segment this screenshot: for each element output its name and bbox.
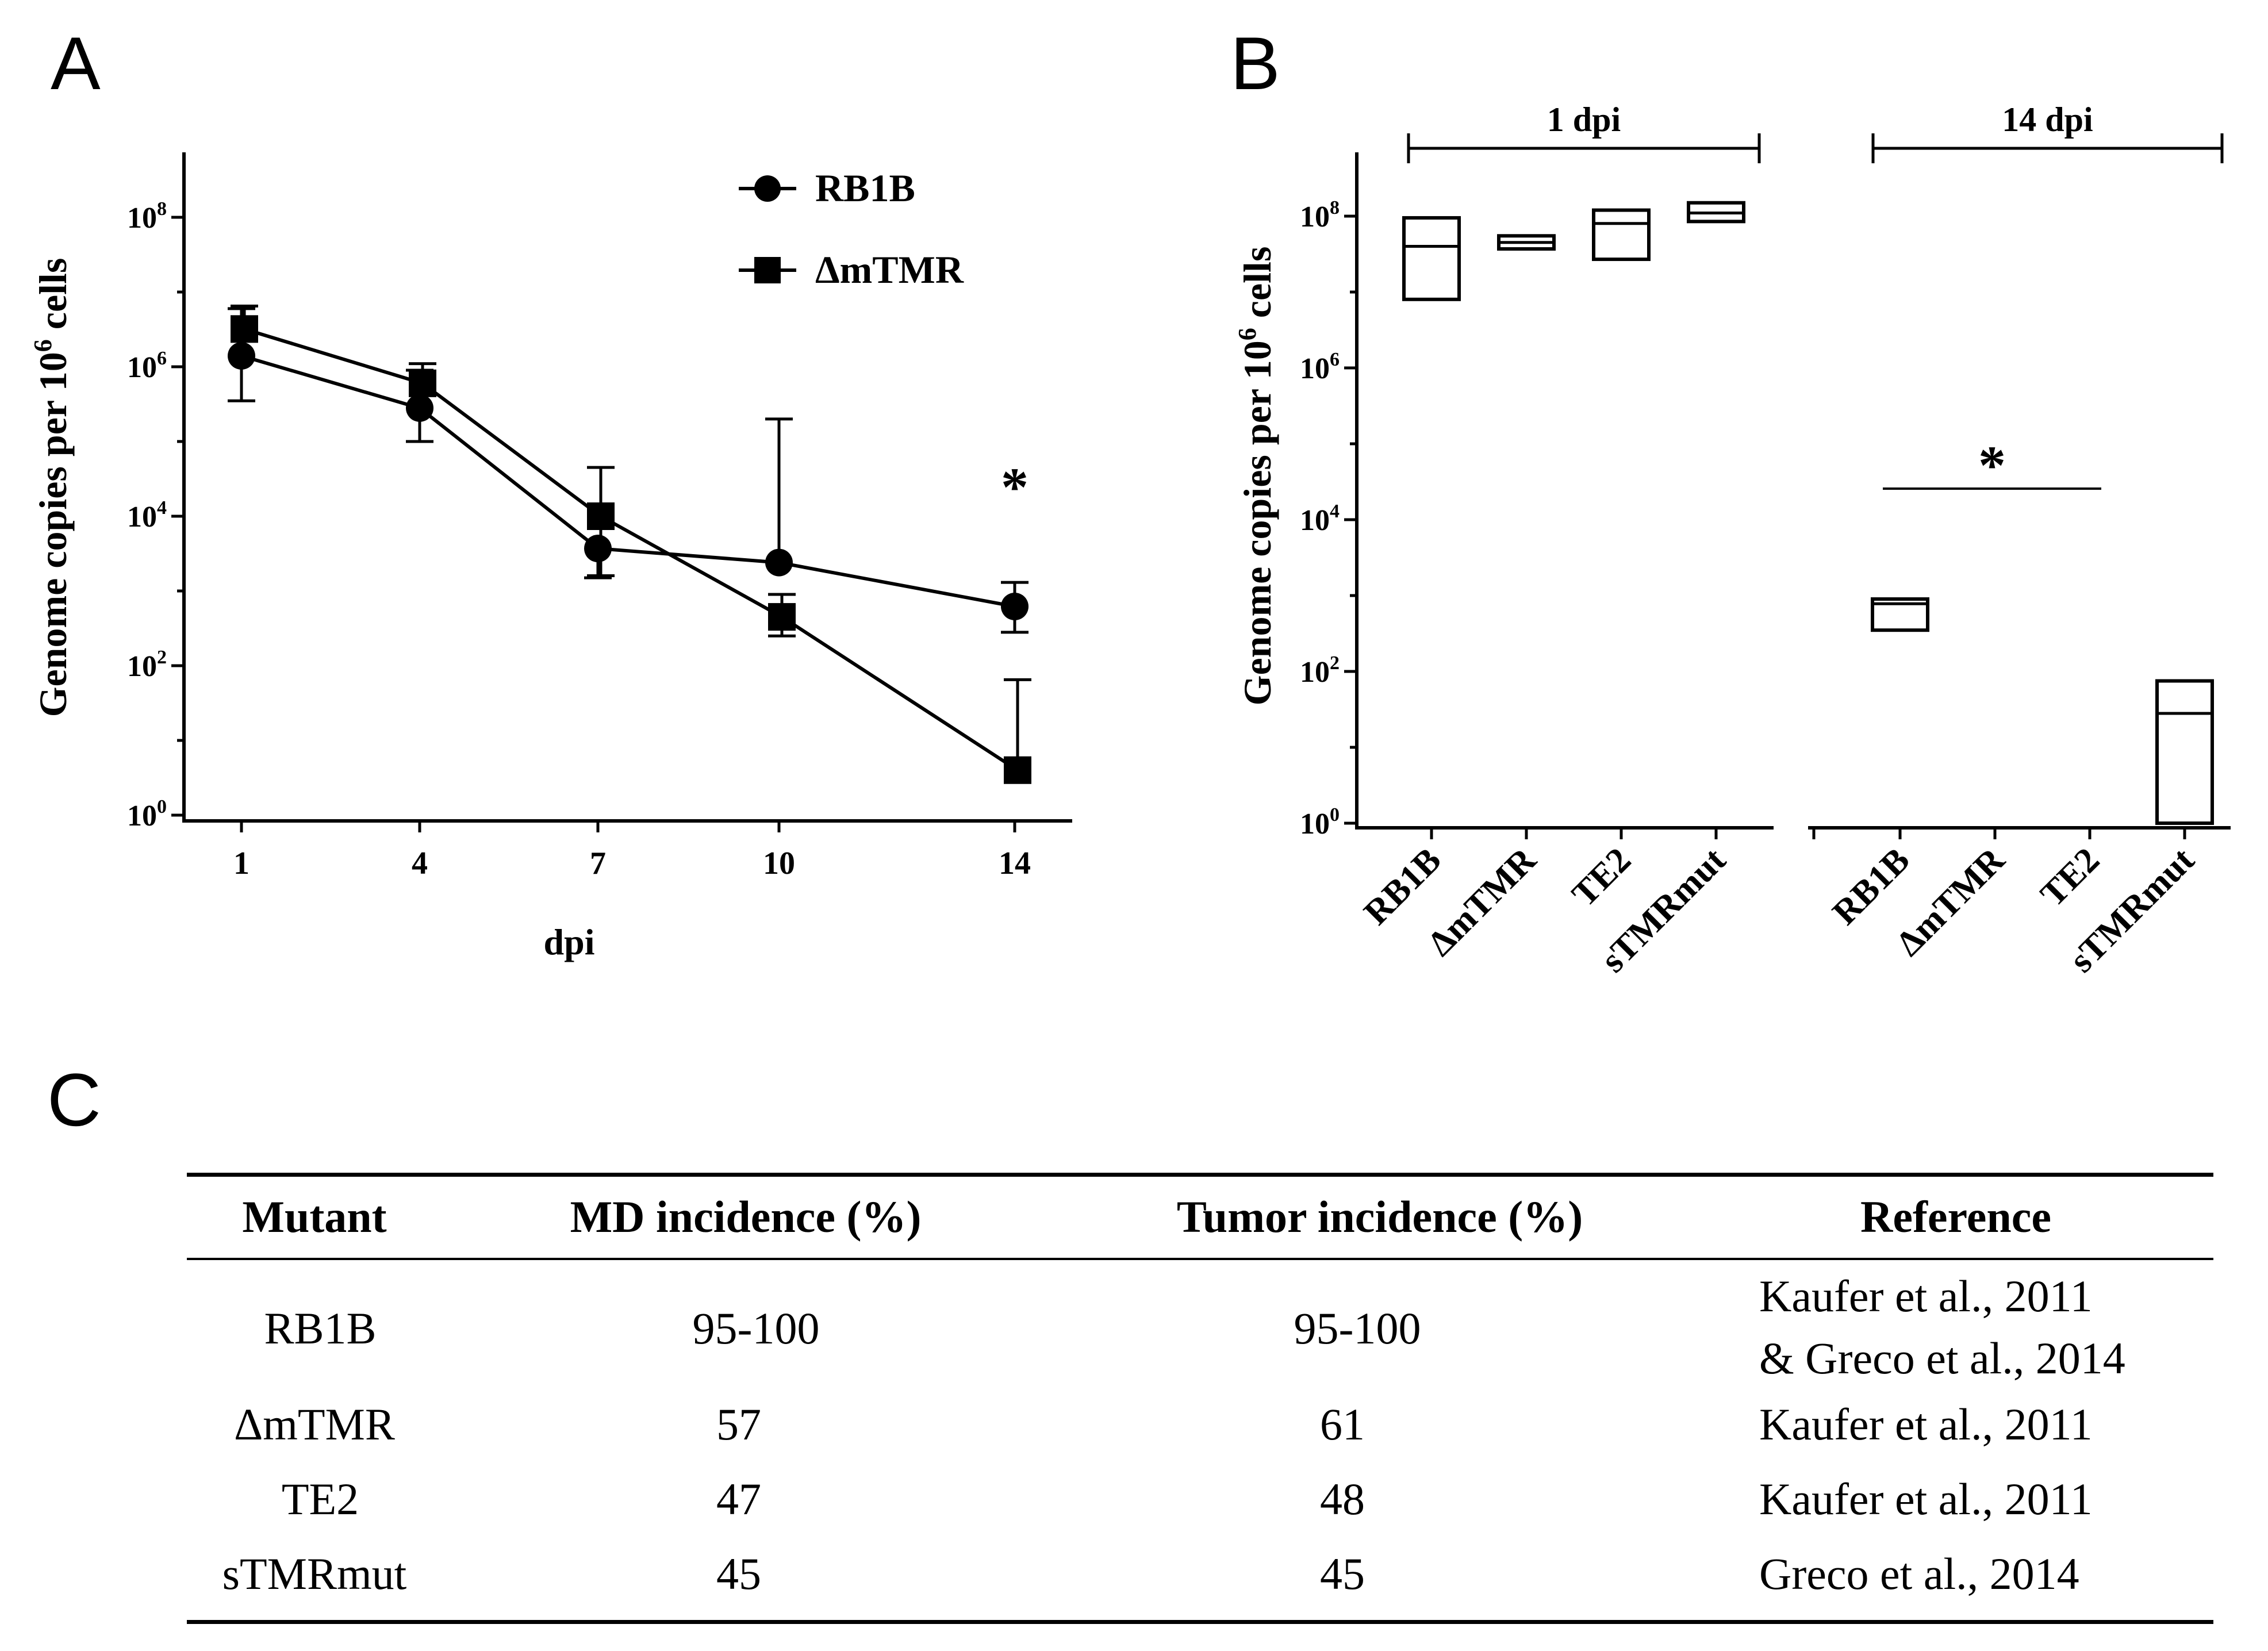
panel-label-b: B xyxy=(1230,21,1280,105)
box-RB1B xyxy=(1402,216,1461,301)
x-tick-label-a: 4 xyxy=(412,846,428,881)
panel-label-a: A xyxy=(51,21,101,105)
y-tick-label-a: 100 xyxy=(127,796,167,832)
table-row-te2-md: 47 xyxy=(716,1474,761,1524)
category-label: TE2 xyxy=(2033,840,2106,914)
header-md-incidence: MD incidence (%) xyxy=(570,1192,922,1242)
table-row-rb1b-tumor: 95-100 xyxy=(1294,1303,1421,1353)
table-row-dmtmr-md: 57 xyxy=(716,1399,761,1449)
data-point-rb1b xyxy=(765,548,793,577)
y-tick-label-a: 102 xyxy=(127,647,167,683)
y-tick-label-b: 100 xyxy=(1300,804,1340,840)
table-row-rb1b-ref1: Kaufer et al., 2011 xyxy=(1759,1271,2093,1321)
legend-label-dmtmr: ΔmTMR xyxy=(815,248,964,291)
box-RB1B xyxy=(1871,597,1929,632)
x-tick-label-a: 14 xyxy=(999,846,1031,881)
box-sTMRmut xyxy=(2155,679,2214,826)
header-mutant: Mutant xyxy=(242,1192,387,1242)
y-tick-label-b: 106 xyxy=(1300,349,1340,385)
data-point-rb1b xyxy=(1001,592,1029,620)
y-tick-label-a: 108 xyxy=(127,198,167,235)
y-tick-label-a: 106 xyxy=(127,348,167,384)
y-tick-label-b: 102 xyxy=(1300,652,1340,689)
significance-star-b: * xyxy=(1978,435,2006,496)
y-tick-label-b: 104 xyxy=(1300,501,1340,537)
panel-label-c: C xyxy=(47,1058,101,1142)
y-tick-label-a: 104 xyxy=(127,497,167,533)
table-row-stmrmut-mutant: sTMRmut xyxy=(222,1549,407,1599)
data-point-dmtmr xyxy=(768,603,796,631)
data-point-rb1b xyxy=(584,535,612,563)
header-tumor-incidence: Tumor incidence (%) xyxy=(1176,1192,1583,1242)
data-point-rb1b xyxy=(228,342,255,370)
data-point-dmtmr xyxy=(1004,756,1031,784)
legend-marker-rb1b xyxy=(754,175,781,202)
table-row-stmrmut-md: 45 xyxy=(716,1549,761,1599)
table-row-dmtmr-mutant: ΔmTMR xyxy=(234,1399,395,1449)
table-row-te2-tumor: 48 xyxy=(1320,1474,1365,1524)
category-label: TE2 xyxy=(1564,840,1638,914)
table-row-te2-mutant: TE2 xyxy=(281,1474,359,1524)
x-tick-label-a: 10 xyxy=(763,846,795,881)
table-row-dmtmr-ref: Kaufer et al., 2011 xyxy=(1759,1399,2093,1449)
group-label-14dpi: 14 dpi xyxy=(2002,101,2093,139)
table-row-rb1b-ref2: & Greco et al., 2014 xyxy=(1759,1333,2125,1383)
header-reference: Reference xyxy=(1860,1192,2051,1242)
data-point-dmtmr xyxy=(231,315,258,343)
legend-marker-dmtmr xyxy=(754,257,781,283)
table-row-stmrmut-tumor: 45 xyxy=(1320,1549,1365,1599)
table-row-rb1b-md: 95-100 xyxy=(692,1303,820,1353)
table-header-rule xyxy=(187,1258,2213,1260)
y-axis-label-a: Genome copies per 106 cells xyxy=(29,258,75,717)
table-bottom-rule xyxy=(187,1620,2213,1624)
series-line-rb1b xyxy=(241,354,1015,608)
category-label: RB1B xyxy=(1825,840,1917,932)
table-row-stmrmut-ref: Greco et al., 2014 xyxy=(1759,1549,2079,1599)
group-label-1dpi: 1 dpi xyxy=(1547,101,1621,139)
y-axis-label-b: Genome copies per 106 cells xyxy=(1233,247,1279,706)
y-tick-label-b: 108 xyxy=(1300,197,1340,233)
table-row-rb1b-mutant: RB1B xyxy=(264,1303,377,1353)
table-top-rule xyxy=(187,1173,2213,1177)
legend-label-rb1b: RB1B xyxy=(815,166,915,210)
data-point-rb1b xyxy=(406,394,433,422)
data-point-dmtmr xyxy=(409,369,436,397)
box-TE2 xyxy=(1592,208,1651,262)
x-tick-label-a: 1 xyxy=(233,846,250,881)
data-point-dmtmr xyxy=(587,502,615,530)
category-label: RB1B xyxy=(1357,840,1449,932)
x-tick-label-a: 7 xyxy=(590,846,606,881)
x-axis-label-a: dpi xyxy=(544,922,595,962)
table-row-dmtmr-tumor: 61 xyxy=(1320,1399,1365,1449)
table-row-te2-ref: Kaufer et al., 2011 xyxy=(1759,1474,2093,1524)
significance-star-a: * xyxy=(1001,456,1029,518)
